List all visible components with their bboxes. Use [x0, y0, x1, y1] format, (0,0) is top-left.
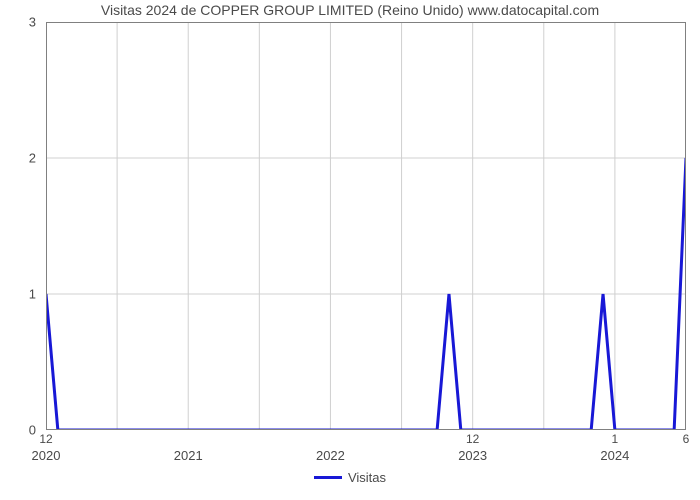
legend: Visitas — [0, 466, 700, 485]
y-tick-label: 1 — [0, 287, 36, 302]
plot-svg — [46, 22, 686, 430]
legend-label: Visitas — [348, 470, 386, 485]
x-minor-tick-label: 6 — [683, 432, 690, 446]
x-minor-tick-label: 12 — [39, 432, 52, 446]
x-major-tick-label: 2021 — [174, 448, 203, 463]
legend-swatch — [314, 476, 342, 479]
legend-item-visitas: Visitas — [314, 470, 386, 485]
chart-container: Visitas 2024 de COPPER GROUP LIMITED (Re… — [0, 0, 700, 500]
x-major-tick-label: 2023 — [458, 448, 487, 463]
y-tick-label: 2 — [0, 151, 36, 166]
chart-title: Visitas 2024 de COPPER GROUP LIMITED (Re… — [0, 2, 700, 18]
x-minor-tick-label: 12 — [466, 432, 479, 446]
y-tick-label: 0 — [0, 423, 36, 438]
x-major-tick-label: 2020 — [32, 448, 61, 463]
y-tick-label: 3 — [0, 15, 36, 30]
x-major-tick-label: 2024 — [600, 448, 629, 463]
plot-area — [46, 22, 686, 430]
x-minor-tick-label: 1 — [612, 432, 619, 446]
x-major-tick-label: 2022 — [316, 448, 345, 463]
